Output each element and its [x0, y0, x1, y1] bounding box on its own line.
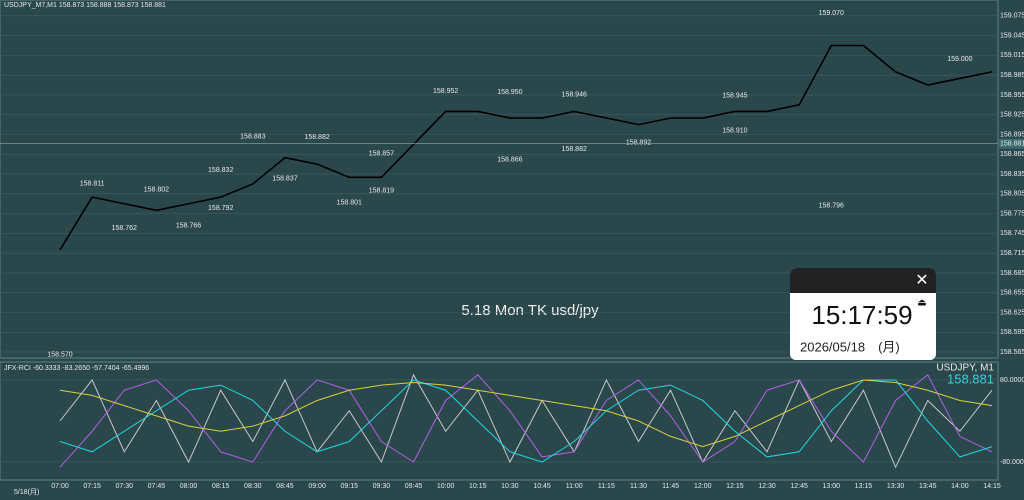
- x-tick-label: 12:15: [726, 483, 744, 490]
- y-tick-label: 158.625: [1000, 309, 1024, 316]
- last-price-tag: [998, 138, 1024, 149]
- x-tick-label: 12:45: [790, 483, 808, 490]
- x-tick-label: 07:15: [83, 483, 101, 490]
- price-panel: [0, 0, 999, 359]
- x-tick-label: 13:45: [919, 483, 937, 490]
- osc-price: 158.881: [947, 371, 994, 386]
- price-annotation: 158.892: [626, 139, 651, 146]
- y-tick-label: 158.655: [1000, 290, 1024, 297]
- y-tick-label: 159.045: [1000, 32, 1024, 39]
- price-annotation: 158.796: [819, 203, 844, 210]
- overlay-title: 5.18 Mon TK usd/jpy: [461, 302, 599, 319]
- x-tick-label: 14:00: [951, 483, 969, 490]
- clock-time: 15:17:59: [811, 300, 912, 330]
- x-tick-label: 07:45: [148, 483, 166, 490]
- x-tick-label: 09:15: [340, 483, 358, 490]
- date-label: 5/18(月): [14, 488, 39, 496]
- clock-header: [790, 268, 936, 293]
- y-tick-label: -80.0000: [1000, 459, 1024, 466]
- price-annotation: 158.762: [112, 225, 137, 232]
- price-annotation: 158.945: [722, 92, 747, 99]
- price-annotation: 158.570: [47, 352, 72, 359]
- y-tick-label: 159.015: [1000, 52, 1024, 59]
- series-line: [59, 379, 993, 448]
- price-annotation: 158.837: [272, 176, 297, 183]
- x-tick-label: 10:15: [469, 483, 487, 490]
- x-tick-label: 11:15: [598, 483, 615, 490]
- x-tick-label: 10:45: [533, 483, 551, 490]
- x-tick-label: 14:15: [983, 483, 1001, 490]
- x-tick-label: 07:30: [116, 483, 134, 490]
- price-annotation: 158.882: [562, 146, 587, 153]
- pin-button[interactable]: ⏏: [917, 298, 926, 309]
- y-tick-label: 158.865: [1000, 151, 1024, 158]
- y-tick-label: 158.895: [1000, 131, 1024, 138]
- y-tick-label: 158.985: [1000, 72, 1024, 79]
- y-tick-label: 158.715: [1000, 250, 1024, 257]
- y-tick-label: 158.685: [1000, 270, 1024, 277]
- series-line: [59, 374, 993, 468]
- y-tick-label: 158.745: [1000, 230, 1024, 237]
- x-tick-label: 13:30: [887, 483, 905, 490]
- y-tick-label: 158.595: [1000, 329, 1024, 336]
- price-annotation: 159.070: [819, 10, 844, 17]
- x-tick-label: 08:45: [276, 483, 294, 490]
- y-tick-label: 158.565: [1000, 349, 1024, 356]
- clock-widget: ✕ 15:17:59 ⏏ 2026/05/18 (月): [790, 268, 936, 360]
- price-annotation: 159.000: [947, 56, 972, 63]
- osc-panel: [0, 361, 999, 481]
- y-tick-label: 158.775: [1000, 210, 1024, 217]
- y-tick-label: 159.075: [1000, 13, 1024, 20]
- price-annotation: 158.882: [304, 134, 329, 141]
- symbol-info: USDJPY_M7,M1 158.873 158.888 158.873 158…: [4, 2, 166, 9]
- close-button[interactable]: ✕: [915, 272, 928, 289]
- y-tick-label: 158.955: [1000, 92, 1024, 99]
- x-tick-label: 08:00: [180, 483, 198, 490]
- price-annotation: 158.819: [369, 187, 394, 194]
- series-line: [59, 379, 993, 463]
- y-tick-label: 158.805: [1000, 191, 1024, 198]
- y-tick-label: 80.0000: [1000, 377, 1024, 384]
- x-tick-label: 09:30: [373, 483, 391, 490]
- x-tick-label: 12:30: [758, 483, 776, 490]
- x-tick-label: 10:30: [501, 483, 519, 490]
- x-tick-label: 12:00: [694, 483, 712, 490]
- x-tick-label: 09:00: [308, 483, 326, 490]
- y-tick-label: 158.835: [1000, 171, 1024, 178]
- y-tick-label: 158.925: [1000, 112, 1024, 119]
- price-annotation: 158.866: [497, 156, 522, 163]
- osc-title: JFX-RCI -60.3333 -83.2650 -57.7404 -65.4…: [4, 365, 149, 372]
- price-annotation: 158.801: [337, 199, 362, 206]
- x-tick-label: 07:00: [51, 483, 69, 490]
- price-annotation: 158.883: [240, 133, 265, 140]
- series-line: [59, 373, 993, 469]
- x-tick-label: 08:15: [212, 483, 230, 490]
- price-annotation: 158.952: [433, 88, 458, 95]
- price-annotation: 158.832: [208, 167, 233, 174]
- x-tick-label: 11:45: [662, 483, 679, 490]
- series-line: [59, 44, 993, 251]
- x-tick-label: 13:00: [823, 483, 841, 490]
- price-annotation: 158.857: [369, 150, 394, 157]
- price-annotation: 158.910: [722, 127, 747, 134]
- x-tick-label: 09:45: [405, 483, 423, 490]
- clock-date: 2026/05/18 (月): [800, 339, 900, 354]
- price-annotation: 158.950: [497, 89, 522, 96]
- last-price-label: 158.881: [1000, 141, 1024, 148]
- x-tick-label: 10:00: [437, 483, 455, 490]
- price-annotation: 158.946: [562, 92, 587, 99]
- x-tick-label: 13:15: [855, 483, 873, 490]
- price-annotation: 158.792: [208, 205, 233, 212]
- x-tick-label: 11:00: [566, 483, 583, 490]
- price-annotation: 158.811: [80, 181, 105, 188]
- x-tick-label: 11:30: [630, 483, 647, 490]
- osc-symbol: USDJPY, M1: [936, 363, 994, 374]
- price-annotation: 158.766: [176, 222, 201, 229]
- price-annotation: 158.802: [144, 187, 169, 194]
- x-tick-label: 08:30: [244, 483, 262, 490]
